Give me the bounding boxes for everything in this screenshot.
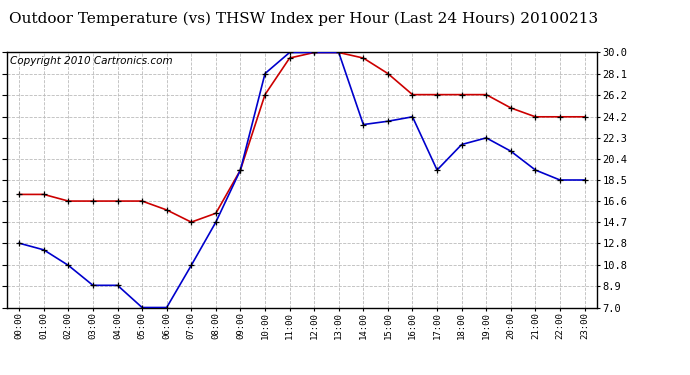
Text: Copyright 2010 Cartronics.com: Copyright 2010 Cartronics.com: [10, 56, 172, 66]
Text: Outdoor Temperature (vs) THSW Index per Hour (Last 24 Hours) 20100213: Outdoor Temperature (vs) THSW Index per …: [9, 11, 598, 26]
